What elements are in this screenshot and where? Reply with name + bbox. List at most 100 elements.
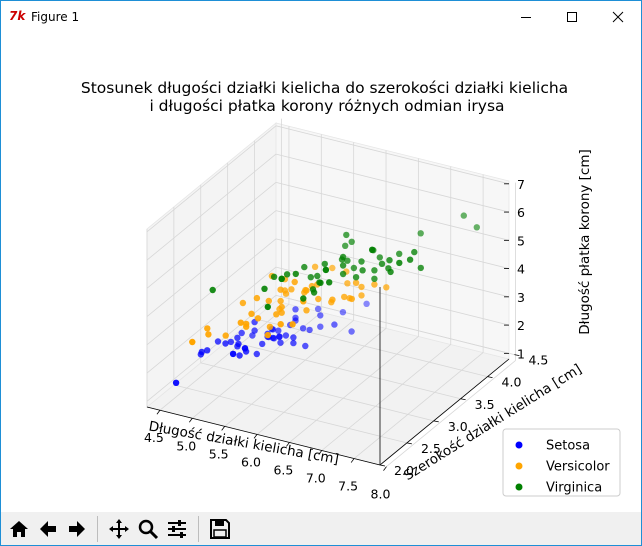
data-point bbox=[326, 279, 333, 286]
data-point bbox=[386, 257, 393, 264]
data-point bbox=[396, 250, 403, 257]
axes-panes bbox=[146, 122, 510, 466]
data-point bbox=[317, 312, 324, 319]
minimize-icon bbox=[521, 16, 531, 18]
zoom-button[interactable] bbox=[135, 515, 161, 542]
data-point bbox=[321, 260, 328, 268]
close-icon bbox=[612, 11, 624, 22]
axis-ticks: 4.5 5.0 5.5 6.0 6.5 7.0 7.5 8.02.0 2.5 3.0 3.5 4.0 4… bbox=[144, 177, 548, 502]
window-title: Figure 1 bbox=[31, 10, 80, 24]
data-point bbox=[270, 335, 278, 342]
data-point bbox=[204, 325, 211, 332]
data-point bbox=[227, 338, 235, 346]
data-point bbox=[237, 319, 244, 326]
close-button[interactable] bbox=[595, 1, 641, 32]
data-point bbox=[214, 338, 222, 345]
data-point bbox=[473, 224, 480, 231]
data-point bbox=[292, 306, 299, 313]
data-point bbox=[317, 323, 324, 330]
data-point bbox=[371, 281, 378, 288]
data-point bbox=[222, 332, 229, 339]
data-point bbox=[371, 275, 378, 282]
data-point bbox=[259, 340, 266, 348]
data-point bbox=[288, 286, 295, 293]
grid-line-z bbox=[146, 266, 277, 374]
data-point bbox=[265, 297, 272, 305]
data-point bbox=[235, 340, 242, 348]
data-point bbox=[238, 329, 245, 337]
save-button[interactable] bbox=[207, 515, 233, 542]
data-point bbox=[292, 314, 299, 321]
back-arrow-icon bbox=[40, 520, 56, 537]
data-point bbox=[329, 264, 336, 272]
data-point bbox=[348, 295, 355, 303]
title-bar[interactable]: 7k Figure 1 bbox=[1, 1, 641, 32]
forward-button[interactable] bbox=[64, 515, 90, 542]
data-point bbox=[339, 253, 347, 261]
data-point bbox=[253, 294, 261, 302]
x-tick-label: 7.5 bbox=[338, 479, 358, 494]
grid-line-y bbox=[254, 318, 488, 378]
data-point bbox=[302, 342, 309, 350]
scatter-3d-plot[interactable]: 4.5 5.0 5.5 6.0 6.5 7.0 7.5 8.02.0 2.5 3.0 3.5 4.0 4… bbox=[1, 32, 641, 512]
y-tick bbox=[487, 376, 493, 379]
data-point bbox=[261, 285, 268, 292]
data-point bbox=[204, 347, 211, 354]
data-point bbox=[370, 247, 377, 254]
data-point bbox=[239, 299, 247, 307]
data-point bbox=[311, 263, 319, 270]
data-point bbox=[264, 303, 271, 311]
data-point bbox=[209, 286, 216, 294]
y-tick-label: 4.0 bbox=[502, 375, 522, 390]
x-tick-label: 4.5 bbox=[144, 430, 164, 445]
grid-line-z bbox=[146, 153, 277, 261]
data-point bbox=[275, 327, 282, 334]
legend-marker bbox=[515, 483, 523, 491]
data-point bbox=[290, 339, 297, 347]
legend: Setosa Versicolor Virginica bbox=[502, 428, 621, 497]
data-point bbox=[248, 310, 255, 317]
data-point bbox=[331, 321, 338, 328]
y-tick bbox=[406, 442, 412, 445]
data-point bbox=[277, 286, 284, 293]
minimize-button[interactable] bbox=[503, 1, 549, 32]
grid-line-z bbox=[146, 125, 277, 233]
y-tick bbox=[433, 420, 439, 423]
data-point bbox=[322, 266, 330, 274]
z-tick-label: 7 bbox=[517, 177, 525, 192]
data-point bbox=[282, 332, 290, 339]
data-point bbox=[339, 309, 347, 316]
y-tick-label: 3.0 bbox=[448, 419, 468, 434]
toolbar-separator bbox=[97, 516, 98, 542]
data-point bbox=[358, 258, 365, 265]
data-point bbox=[363, 300, 370, 307]
subplots-config-button[interactable] bbox=[164, 515, 190, 542]
chart-title-line-2: i długości płatka korony różnych odmian … bbox=[149, 97, 504, 115]
data-point bbox=[172, 379, 180, 386]
data-point bbox=[344, 280, 351, 287]
data-point bbox=[242, 348, 250, 355]
z-tick-label: 5 bbox=[517, 233, 525, 248]
data-point bbox=[352, 279, 360, 286]
data-point bbox=[348, 328, 355, 335]
home-button[interactable] bbox=[6, 515, 32, 542]
home-icon bbox=[10, 520, 28, 537]
data-point bbox=[329, 296, 336, 303]
grid-line-z bbox=[146, 210, 277, 317]
pan-button[interactable] bbox=[106, 515, 132, 542]
x-tick bbox=[253, 434, 258, 439]
data-point bbox=[348, 238, 355, 245]
data-point bbox=[341, 293, 348, 301]
data-point bbox=[460, 212, 467, 219]
data-point bbox=[359, 267, 366, 274]
data-point bbox=[417, 230, 424, 237]
data-point bbox=[314, 272, 321, 280]
data-point bbox=[306, 326, 313, 334]
tk-feather-icon: 7k bbox=[9, 9, 26, 23]
data-point bbox=[411, 248, 418, 256]
back-button[interactable] bbox=[35, 515, 61, 542]
data-point bbox=[383, 284, 390, 291]
maximize-button[interactable] bbox=[549, 1, 595, 32]
z-tick-label: 4 bbox=[517, 262, 525, 277]
